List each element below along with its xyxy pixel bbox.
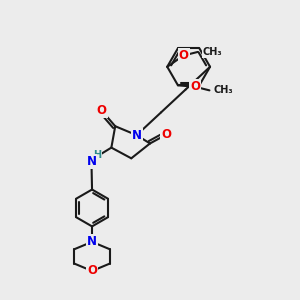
Text: O: O xyxy=(178,49,189,62)
Text: O: O xyxy=(87,265,97,278)
Text: H: H xyxy=(93,150,101,160)
Text: O: O xyxy=(97,104,107,117)
Text: N: N xyxy=(132,129,142,142)
Text: CH₃: CH₃ xyxy=(202,47,222,57)
Text: N: N xyxy=(86,155,96,168)
Text: O: O xyxy=(190,80,200,93)
Text: N: N xyxy=(87,235,97,248)
Text: CH₃: CH₃ xyxy=(214,85,233,95)
Text: O: O xyxy=(161,128,171,141)
